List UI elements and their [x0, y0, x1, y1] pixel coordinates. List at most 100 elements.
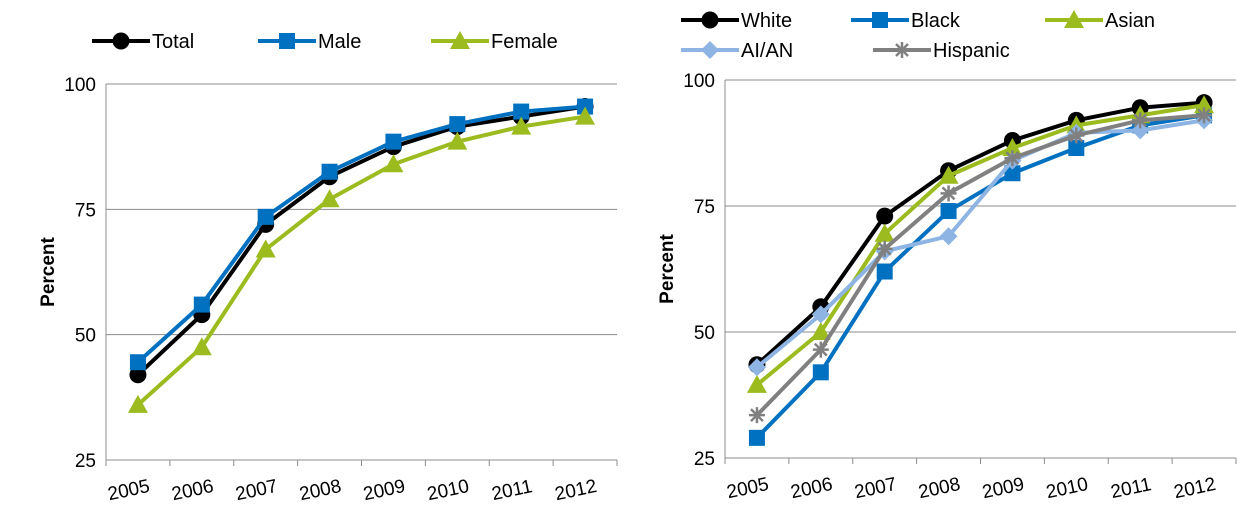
data-point-hispanic: [1004, 150, 1021, 167]
x-tick-label: 2012: [553, 476, 599, 505]
legend-item-female: Female: [431, 31, 558, 53]
legend-label: Male: [318, 31, 361, 53]
legend-label: Black: [911, 10, 961, 32]
series-line-male: [136, 104, 586, 364]
series-total: [129, 98, 594, 384]
y-tick-label: 75: [694, 197, 715, 218]
x-tick-label: 2006: [170, 476, 216, 505]
series-line-female: [136, 114, 586, 407]
legend-marker: [1064, 10, 1084, 28]
series-line-ai-an: [755, 118, 1205, 369]
data-point-asian: [938, 165, 959, 184]
data-point-male: [193, 296, 210, 313]
y-axis-title: Percent: [657, 233, 678, 303]
legend-marker: [872, 12, 888, 28]
data-point-hispanic: [748, 407, 765, 424]
y-tick-label: 50: [694, 323, 715, 344]
data-point-black: [748, 429, 765, 446]
series-female: [127, 106, 596, 413]
x-tick-label: 2009: [361, 476, 407, 505]
data-point-black: [1004, 165, 1021, 182]
legend-item-black: Black: [851, 10, 961, 32]
legend-item-total: Total: [92, 31, 194, 53]
legend-marker: [894, 42, 910, 58]
data-point-ai-an: [811, 305, 830, 324]
x-tick-label: 2010: [1044, 474, 1090, 503]
x-tick-label: 2011: [1109, 474, 1153, 503]
data-point-hispanic: [812, 341, 829, 358]
legend-item-asian: Asian: [1045, 10, 1155, 32]
data-point-black: [876, 263, 893, 280]
legend-label: Female: [491, 31, 558, 53]
y-tick-label: 25: [75, 451, 96, 472]
y-axis-title: Percent: [38, 236, 59, 306]
series-male: [129, 98, 594, 371]
legend-item-ai-an: AI/AN: [681, 40, 793, 62]
chart-gender: 25 50 75 100 2005 2006 2007 2008 2009 2010 2011 201…: [38, 31, 618, 505]
x-tick-label: 2007: [234, 476, 280, 505]
data-point-male: [321, 163, 338, 180]
data-point-ai-an: [939, 227, 958, 246]
data-point-male: [449, 116, 466, 133]
data-point-hispanic: [1068, 127, 1085, 144]
data-point-ai-an: [747, 358, 766, 377]
legend-item-male: Male: [258, 31, 361, 53]
legend-marker: [450, 31, 470, 49]
data-point-black: [940, 203, 957, 220]
data-point-hispanic: [876, 240, 893, 257]
y-tick-label: 25: [694, 449, 715, 470]
data-point-female: [127, 394, 148, 413]
series-line-white: [755, 100, 1205, 367]
legend-label: Hispanic: [933, 40, 1010, 62]
data-point-hispanic: [1196, 107, 1213, 124]
y-tick-label: 50: [75, 326, 96, 347]
series-black: [748, 107, 1213, 446]
legend-label: Total: [152, 31, 194, 53]
data-point-female: [575, 106, 596, 125]
x-tick-label: 2006: [789, 474, 835, 503]
data-point-female: [511, 116, 532, 135]
data-point-asian: [810, 322, 831, 340]
series-line-asian: [755, 103, 1205, 387]
legend-label: AI/AN: [741, 40, 793, 62]
series-line-hispanic: [755, 113, 1205, 417]
legend-item-hispanic: Hispanic: [873, 40, 1010, 62]
x-tick-label: 2005: [106, 476, 152, 505]
data-point-white: [876, 207, 894, 225]
data-point-male: [385, 133, 402, 150]
y-tick-label: 75: [75, 200, 96, 221]
y-tick-label: 100: [64, 75, 96, 96]
data-point-male: [129, 354, 146, 371]
data-point-hispanic: [940, 185, 957, 202]
legend-label: White: [741, 10, 792, 32]
x-tick-label: 2012: [1172, 474, 1218, 503]
series-line-total: [136, 104, 586, 377]
data-point-female: [255, 239, 276, 258]
legend-marker: [701, 11, 719, 29]
data-point-female: [447, 131, 468, 150]
legend-item-white: White: [681, 10, 792, 32]
data-point-total: [129, 366, 147, 384]
data-point-black: [1068, 140, 1085, 157]
legend-marker: [279, 33, 295, 49]
data-point-black: [812, 364, 829, 381]
y-tick-label: 100: [683, 71, 715, 92]
legend: White Black Asian AI/AN Hispanic: [681, 10, 1155, 62]
series-asian: [746, 95, 1215, 393]
data-point-asian: [874, 223, 895, 242]
legend-label: Asian: [1105, 10, 1155, 32]
data-point-female: [319, 189, 340, 208]
data-point-male: [577, 98, 594, 115]
data-point-female: [191, 337, 212, 356]
x-tick-label: 2009: [980, 474, 1026, 503]
x-tick-label: 2008: [917, 474, 963, 503]
data-point-hispanic: [1132, 112, 1149, 129]
series-hispanic: [748, 107, 1213, 424]
data-point-asian: [746, 374, 767, 393]
legend-marker: [701, 41, 719, 59]
data-point-female: [383, 154, 404, 173]
x-tick-label: 2010: [425, 476, 471, 505]
legend-marker: [112, 32, 130, 50]
x-tick-label: 2008: [298, 476, 344, 505]
x-tick-label: 2007: [853, 474, 899, 503]
